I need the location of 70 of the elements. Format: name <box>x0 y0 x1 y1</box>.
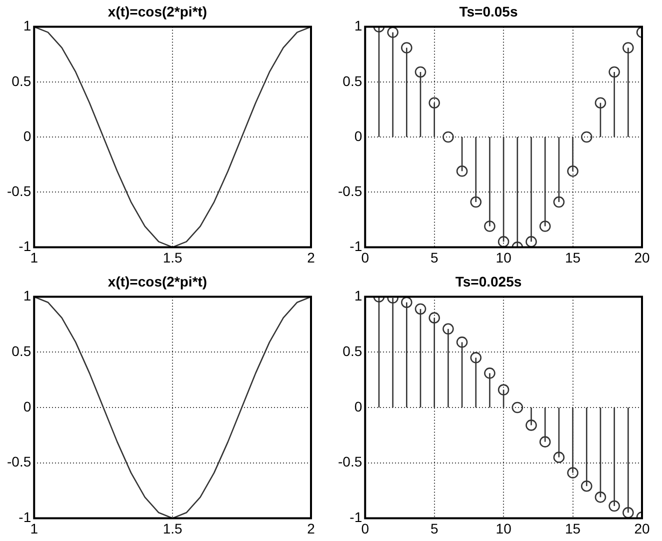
x-tick-label: 10 <box>496 249 512 266</box>
x-tick-label: 1.5 <box>162 520 183 536</box>
point <box>553 452 565 463</box>
point <box>442 323 454 335</box>
x-tick-label: 2 <box>307 249 316 266</box>
point <box>484 220 496 232</box>
x-tick-label: 15 <box>564 520 581 536</box>
point <box>470 352 482 364</box>
point <box>622 42 634 54</box>
y-tick-label: -0.5 <box>338 454 362 470</box>
x-tick-label: 5 <box>430 520 438 536</box>
y-tick-label: 1 <box>354 18 362 34</box>
point <box>622 507 634 518</box>
point <box>414 66 426 78</box>
x-tick-label: 10 <box>496 520 512 536</box>
y-tick-label: 1 <box>354 288 362 304</box>
y-tick-label: 0.5 <box>12 72 32 89</box>
y-tick-label: -0.5 <box>7 454 32 470</box>
point <box>526 420 537 431</box>
point <box>456 336 468 348</box>
point <box>387 26 398 38</box>
y-tick-label: -0.5 <box>338 182 362 199</box>
point <box>608 66 620 78</box>
y-tick-label: 0.5 <box>342 343 362 360</box>
y-tick-label: -1 <box>18 509 32 526</box>
point <box>567 467 578 478</box>
x-tick-label: 15 <box>564 249 581 266</box>
y-tick-label: 0.5 <box>12 343 32 360</box>
point <box>498 236 510 248</box>
y-tick-label: -1 <box>350 509 362 526</box>
y-tick-label: 0.5 <box>342 72 362 89</box>
point <box>580 131 592 143</box>
point <box>608 500 620 512</box>
point <box>594 97 606 108</box>
y-tick-label: -1 <box>350 238 362 254</box>
point <box>526 236 537 248</box>
y-tick-label: 0 <box>354 398 362 414</box>
point <box>539 436 551 448</box>
y-tick-label: 0 <box>23 128 32 144</box>
point <box>414 303 426 315</box>
y-tick-label: -1 <box>18 238 32 254</box>
point <box>553 196 565 208</box>
point <box>442 131 454 143</box>
point <box>539 220 551 232</box>
point <box>580 480 592 492</box>
point <box>401 42 412 54</box>
chart-title: x(t)=cos(2*pi*t) <box>108 3 208 20</box>
chart-title: x(t)=cos(2*pi*t) <box>108 273 208 290</box>
point <box>512 402 524 414</box>
point <box>456 166 468 177</box>
point <box>428 312 440 324</box>
point <box>470 196 482 208</box>
x-tick-label: 1.5 <box>162 249 183 266</box>
point <box>498 384 510 396</box>
chart-title: Ts=0.05s <box>459 3 518 20</box>
point <box>428 97 440 108</box>
x-tick-label: 20 <box>634 520 650 536</box>
x-tick-label: 2 <box>307 520 316 536</box>
x-tick-label: 5 <box>430 249 438 266</box>
x-tick-label: 20 <box>634 249 650 266</box>
point <box>484 368 496 379</box>
y-tick-label: 1 <box>23 288 32 304</box>
chart-title: Ts=0.025s <box>455 273 522 290</box>
y-tick-label: 0 <box>354 128 362 144</box>
y-tick-label: 1 <box>23 18 32 34</box>
y-tick-label: -0.5 <box>7 182 32 199</box>
y-tick-label: 0 <box>23 398 32 414</box>
point <box>401 296 412 308</box>
point <box>567 166 578 177</box>
point <box>594 492 606 503</box>
